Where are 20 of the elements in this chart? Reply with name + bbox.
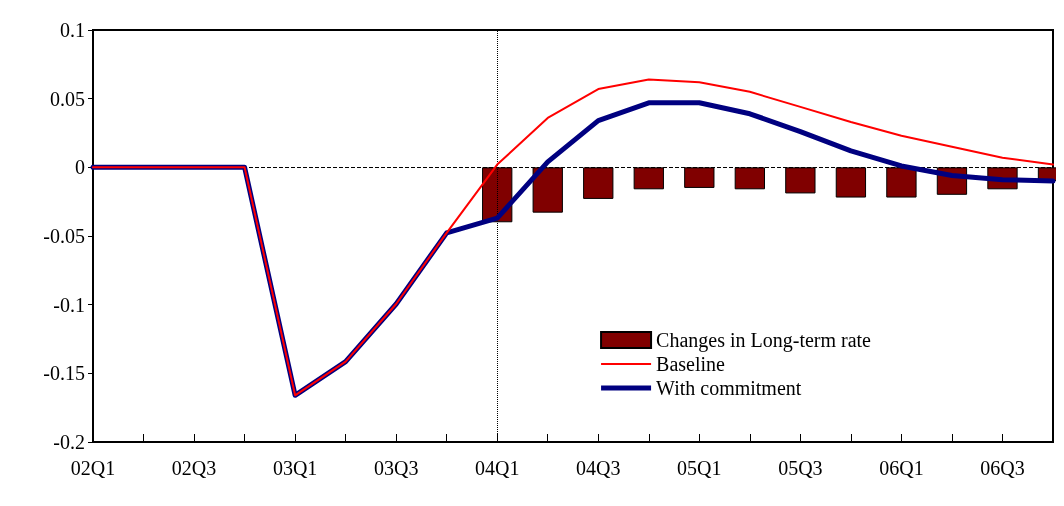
x-tick-label: 05Q1 [677,457,722,479]
x-tick-label: 04Q3 [576,457,621,479]
y-tick-label: -0.1 [53,293,85,316]
y-tick-label: -0.05 [43,225,85,247]
x-tick-label: 05Q3 [778,457,823,479]
x-tick-label: 02Q1 [70,457,116,479]
x-tick-label: 04Q1 [474,457,520,479]
legend-label: Changes in Long-term rate [656,329,872,352]
y-tick-label: 0 [75,156,85,179]
x-tick-label: 06Q3 [980,457,1025,479]
x-tick-label: 02Q3 [171,457,217,479]
y-tick-label: 0.1 [60,19,85,41]
y-tick-label: -0.2 [53,431,85,453]
legend-label: Baseline [656,353,726,375]
x-tick-label: 03Q1 [272,457,318,479]
y-tick-label: 0.05 [50,87,85,110]
legend-label: With commitment [656,377,802,399]
x-tick-label: 03Q3 [373,457,419,479]
x-tick-label: 06Q1 [879,457,924,479]
y-tick-label: -0.15 [43,362,85,385]
